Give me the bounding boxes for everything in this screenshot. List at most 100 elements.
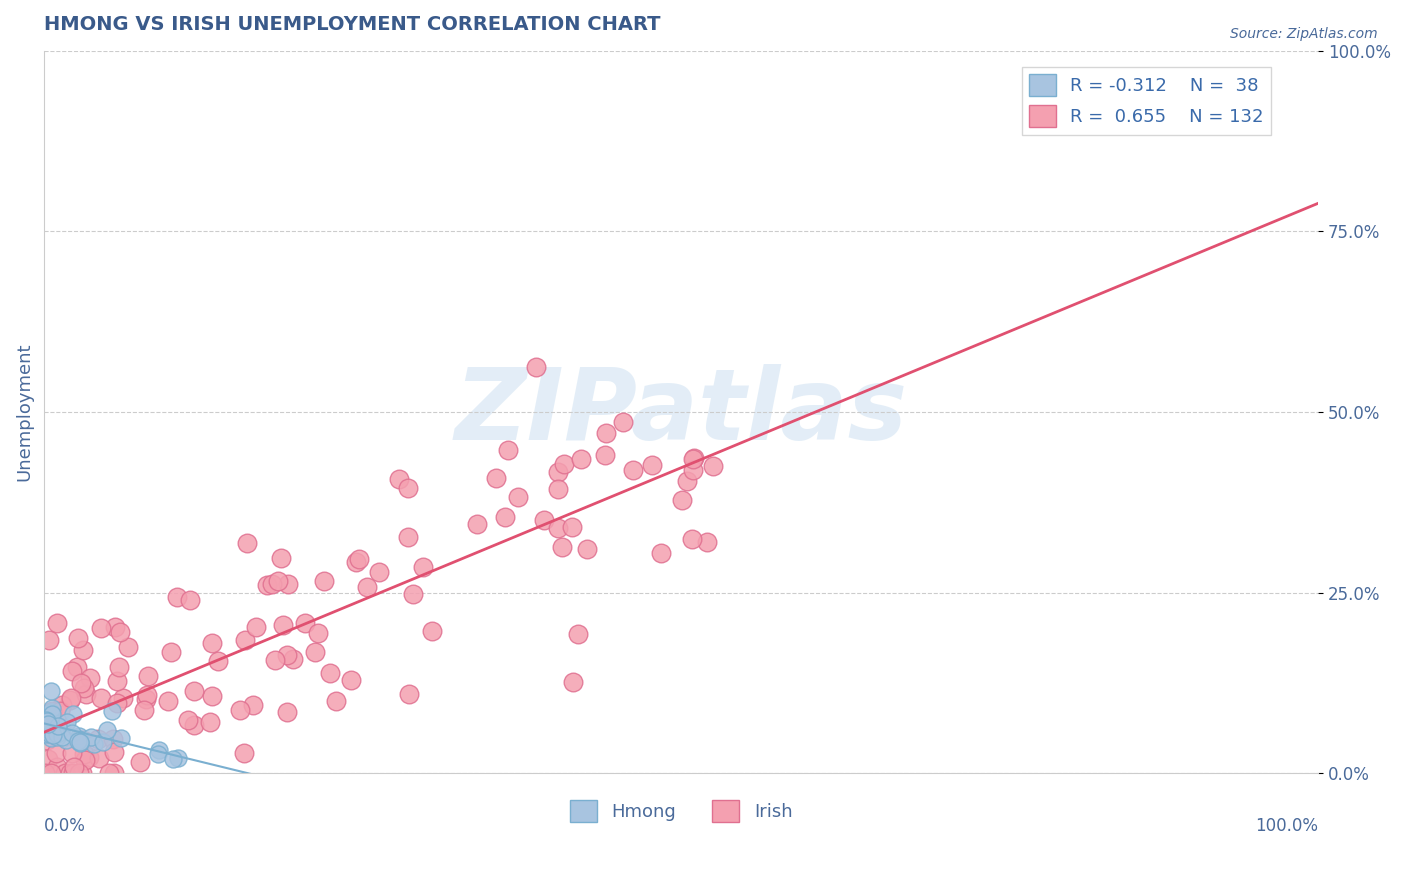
- Point: [412, 559, 434, 574]
- Point: [304, 645, 326, 659]
- Point: [553, 457, 575, 471]
- Point: [207, 654, 229, 668]
- Point: [356, 580, 378, 594]
- Point: [87, 732, 110, 747]
- Point: [59, 690, 82, 705]
- Point: [39, 705, 62, 719]
- Point: [55, 732, 77, 747]
- Point: [37, 752, 59, 766]
- Point: [683, 450, 706, 465]
- Point: [38, 633, 60, 648]
- Point: [45, 747, 67, 761]
- Point: [45, 616, 67, 631]
- Point: [465, 516, 488, 531]
- Point: [146, 747, 169, 761]
- Point: [112, 691, 135, 706]
- Point: [41, 705, 63, 719]
- Point: [107, 660, 129, 674]
- Point: [62, 766, 84, 780]
- Point: [547, 465, 569, 479]
- Point: [62, 760, 84, 774]
- Point: [676, 474, 699, 488]
- Point: [650, 546, 672, 560]
- Point: [576, 542, 599, 557]
- Point: [367, 566, 389, 580]
- Point: [60, 664, 83, 678]
- Point: [60, 746, 83, 760]
- Point: [129, 756, 152, 770]
- Point: [39, 766, 62, 780]
- Point: [547, 482, 569, 496]
- Point: [132, 703, 155, 717]
- Point: [561, 520, 583, 534]
- Point: [75, 687, 97, 701]
- Point: [35, 714, 58, 729]
- Point: [41, 706, 63, 721]
- Point: [42, 715, 65, 730]
- Point: [347, 551, 370, 566]
- Point: [621, 463, 644, 477]
- Point: [103, 745, 125, 759]
- Point: [67, 766, 90, 780]
- Point: [35, 733, 58, 747]
- Point: [62, 707, 84, 722]
- Point: [35, 727, 58, 741]
- Point: [281, 652, 304, 666]
- Point: [682, 463, 704, 477]
- Point: [108, 625, 131, 640]
- Point: [136, 688, 159, 702]
- Point: [49, 704, 72, 718]
- Point: [67, 734, 90, 748]
- Point: [271, 618, 294, 632]
- Point: [60, 726, 83, 740]
- Point: [41, 701, 63, 715]
- Point: [67, 729, 90, 743]
- Point: [51, 721, 73, 735]
- Point: [696, 535, 718, 549]
- Point: [105, 674, 128, 689]
- Text: ZIPatlas: ZIPatlas: [454, 364, 908, 460]
- Point: [105, 696, 128, 710]
- Point: [156, 694, 179, 708]
- Point: [59, 692, 82, 706]
- Point: [46, 719, 69, 733]
- Point: [569, 452, 592, 467]
- Point: [41, 704, 63, 718]
- Point: [551, 540, 574, 554]
- Point: [39, 684, 62, 698]
- Point: [276, 705, 298, 719]
- Point: [264, 653, 287, 667]
- Point: [117, 640, 139, 655]
- Point: [39, 731, 62, 745]
- Point: [96, 723, 118, 737]
- Point: [51, 698, 73, 712]
- Point: [38, 727, 60, 741]
- Point: [508, 490, 530, 504]
- Point: [396, 531, 419, 545]
- Point: [396, 481, 419, 495]
- Point: [270, 551, 292, 566]
- Point: [56, 714, 79, 729]
- Point: [229, 703, 252, 717]
- Point: [46, 760, 69, 774]
- Point: [101, 732, 124, 747]
- Point: [59, 766, 82, 780]
- Point: [80, 730, 103, 744]
- Point: [702, 459, 724, 474]
- Point: [339, 673, 361, 687]
- Point: [494, 510, 516, 524]
- Point: [245, 620, 267, 634]
- Point: [83, 737, 105, 751]
- Point: [91, 735, 114, 749]
- Point: [135, 692, 157, 706]
- Point: [547, 521, 569, 535]
- Point: [344, 555, 367, 569]
- Point: [67, 631, 90, 645]
- Point: [526, 359, 548, 374]
- Point: [198, 715, 221, 730]
- Point: [166, 590, 188, 604]
- Point: [595, 426, 617, 441]
- Point: [420, 624, 443, 639]
- Point: [277, 577, 299, 591]
- Point: [89, 751, 111, 765]
